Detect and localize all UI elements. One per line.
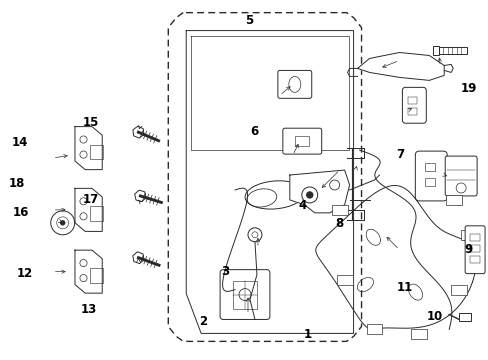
Bar [407,97,416,104]
FancyBboxPatch shape [220,270,269,319]
Bar [469,234,479,241]
Bar [469,256,479,263]
Polygon shape [133,126,143,138]
Polygon shape [133,252,144,264]
FancyBboxPatch shape [444,156,476,196]
FancyBboxPatch shape [277,71,311,98]
Text: 6: 6 [249,125,258,138]
Text: 11: 11 [396,281,412,294]
Text: 3: 3 [221,265,228,278]
Bar [90,268,102,283]
Bar [366,324,382,334]
Bar [331,205,347,215]
Circle shape [306,192,312,198]
Text: 7: 7 [395,148,404,161]
Bar [233,280,256,309]
FancyBboxPatch shape [414,151,447,201]
Text: 4: 4 [298,199,306,212]
FancyBboxPatch shape [282,128,321,154]
Bar [446,195,461,205]
Polygon shape [75,127,102,170]
Text: 19: 19 [459,82,476,95]
Bar [425,163,434,171]
Polygon shape [289,170,349,213]
FancyBboxPatch shape [464,226,484,274]
Bar [407,108,416,115]
Polygon shape [75,250,102,293]
Text: 10: 10 [426,310,442,323]
Text: 2: 2 [199,315,207,328]
Text: 13: 13 [81,303,97,316]
Bar [336,275,352,285]
Text: 9: 9 [464,243,472,256]
Bar [294,136,308,146]
Polygon shape [357,53,443,80]
Bar [90,206,102,221]
Text: 14: 14 [11,136,28,149]
Bar [450,285,466,294]
Text: 1: 1 [303,328,311,341]
Polygon shape [75,188,102,231]
Text: 17: 17 [83,193,99,206]
FancyBboxPatch shape [402,87,426,123]
Text: 5: 5 [245,14,253,27]
Polygon shape [134,190,146,202]
Bar [432,45,438,55]
Bar [90,145,102,159]
Bar [469,245,479,252]
Bar [460,230,476,240]
Circle shape [61,221,64,225]
Bar [438,46,466,54]
Text: 16: 16 [12,206,29,219]
Bar [425,178,434,186]
Text: 18: 18 [8,177,25,190]
Bar [458,314,470,321]
Text: 8: 8 [335,216,343,230]
Text: 15: 15 [82,116,99,129]
Text: 12: 12 [17,267,33,280]
Bar [410,329,427,339]
